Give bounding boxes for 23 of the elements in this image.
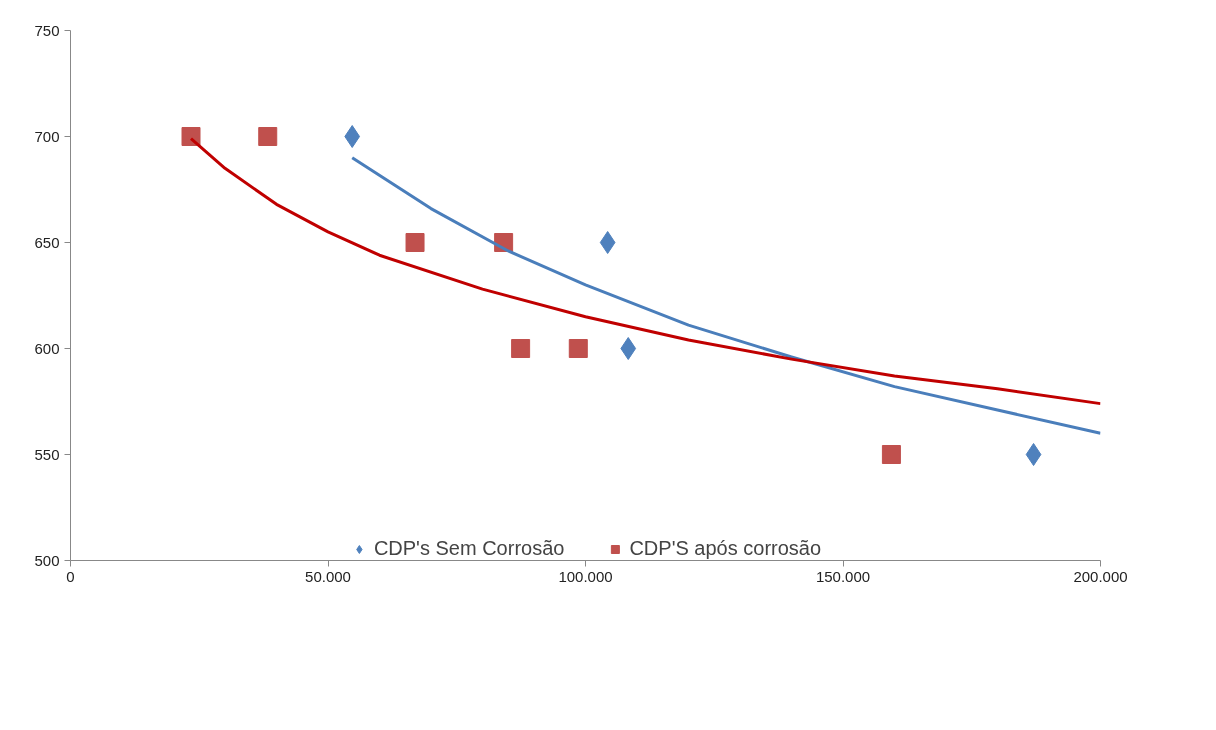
- y-tick-label: 750: [34, 21, 60, 39]
- point: [405, 233, 425, 252]
- point: [344, 125, 361, 148]
- point: [258, 127, 278, 146]
- point: [1025, 443, 1042, 466]
- point: [511, 339, 531, 358]
- point: [620, 337, 637, 360]
- x-tick-label: 200.000: [1073, 567, 1128, 585]
- y-tick-label: 650: [34, 233, 60, 251]
- y-tick-label: 500: [34, 551, 60, 569]
- y-tick-label: 700: [34, 127, 60, 145]
- point: [599, 231, 616, 254]
- x-tick-label: 100.000: [558, 567, 613, 585]
- legend-label: CDP's Sem Corrosão: [373, 537, 565, 560]
- point: [568, 339, 588, 358]
- y-tick-label: 600: [34, 339, 60, 357]
- legend-label: CDP'S após corrosão: [629, 537, 822, 560]
- y-tick-label: 550: [34, 445, 60, 463]
- x-tick-label: 50.000: [305, 567, 351, 585]
- x-tick-label: 0: [66, 567, 75, 585]
- point: [881, 445, 901, 464]
- x-tick-label: 150.000: [815, 567, 871, 585]
- line-series: [350, 156, 1101, 435]
